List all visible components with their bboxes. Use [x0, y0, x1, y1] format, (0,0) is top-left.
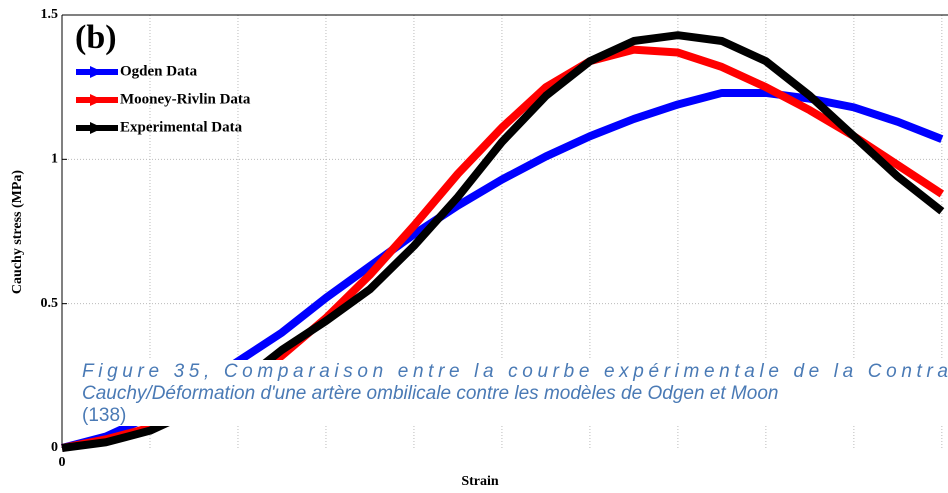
y-tick-label: 0.5: [41, 296, 59, 311]
y-tick-label: 0: [51, 440, 58, 455]
y-axis-label: Cauchy stress (MPa): [10, 170, 25, 295]
panel-label: (b): [75, 19, 117, 56]
legend-label: Mooney-Rivlin Data: [120, 91, 251, 107]
legend-marker: [90, 122, 103, 134]
legend-label: Experimental Data: [120, 119, 243, 135]
caption-background: [70, 360, 948, 426]
y-tick-label: 1.5: [41, 7, 59, 22]
legend-marker: [90, 66, 103, 78]
caption-line: Cauchy/Déformation d'une artère ombilica…: [82, 383, 778, 404]
y-tick-label: 1: [51, 152, 58, 167]
x-tick-label: 0: [59, 455, 66, 470]
caption-line: (138): [82, 405, 126, 426]
legend-marker: [90, 94, 103, 106]
legend-label: Ogden Data: [120, 63, 198, 79]
x-axis-label: Strain: [461, 474, 499, 489]
